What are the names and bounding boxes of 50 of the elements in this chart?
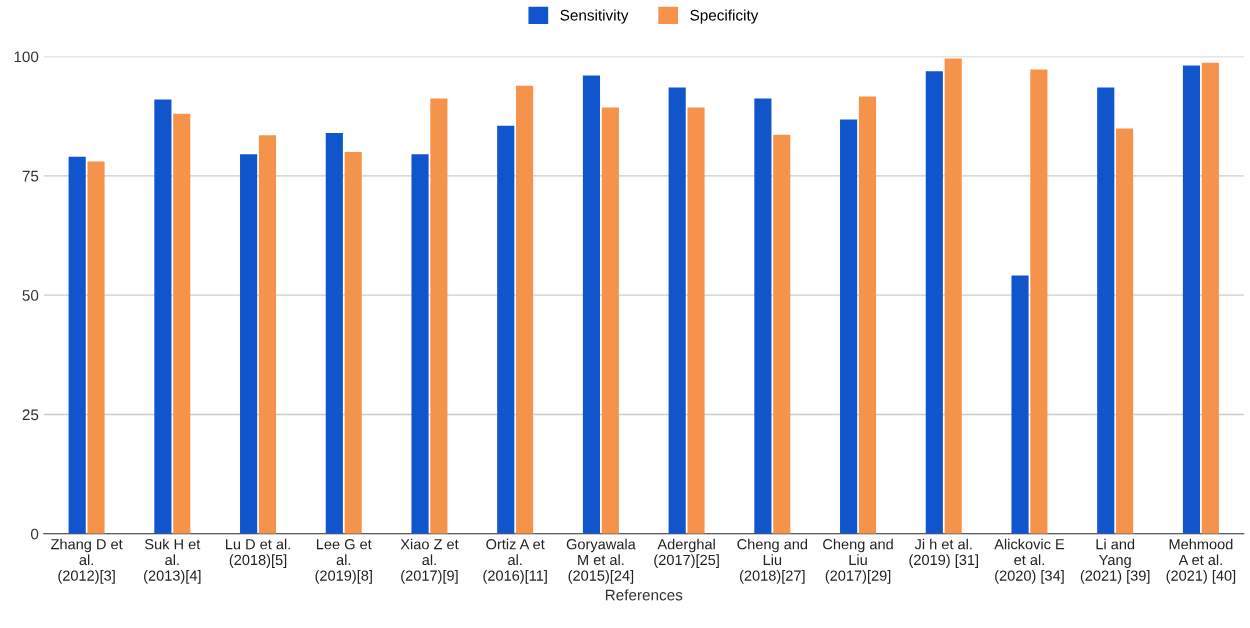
y-tick-label: 25 [22, 409, 39, 421]
bar [154, 99, 172, 534]
y-tick-label: 100 [14, 51, 39, 63]
bar [944, 58, 962, 534]
bar [601, 107, 619, 534]
x-tick-label: Goryawala M et al. (2015)[24] [566, 538, 636, 584]
bar [668, 87, 686, 534]
x-tick-label: Ortiz A et al. (2016)[11] [483, 538, 547, 584]
legend-label: Specificity [690, 9, 759, 24]
bar [325, 132, 343, 534]
x-tick-label: Alickovic E et al. (2020) [34] [994, 538, 1065, 584]
legend-label: Sensitivity [560, 9, 629, 24]
bar [87, 161, 105, 534]
x-tick-label: Mehmood A et al. (2021) [40] [1166, 538, 1236, 584]
x-tick-label: Lu D et al. (2018)[5] [226, 538, 290, 568]
bar [1011, 275, 1029, 534]
bar [773, 134, 791, 534]
x-tick-label: Cheng and Liu (2018)[27] [737, 538, 808, 584]
bar [582, 75, 601, 534]
bar [497, 125, 515, 534]
y-tick-label: 50 [22, 290, 39, 301]
bar [1182, 65, 1201, 534]
bar [1097, 87, 1115, 534]
x-tick-label: Ji h et al. (2019) [31] [909, 538, 978, 568]
bar [840, 119, 858, 534]
x-tick-label: Xiao Z et al. (2017)[9] [400, 538, 459, 584]
bar [430, 98, 448, 534]
bar [411, 154, 429, 534]
y-tick-label: 0 [30, 528, 39, 540]
bar [1116, 128, 1134, 534]
bar [344, 151, 362, 534]
bar [240, 154, 258, 534]
x-tick-label: Cheng and Liu (2017)[29] [823, 538, 893, 584]
bar [516, 85, 534, 534]
x-tick-label: Aderghal (2017)[25] [654, 538, 719, 568]
bar [687, 107, 705, 534]
x-axis-title: References [605, 589, 683, 601]
bar [858, 96, 877, 534]
bar [925, 71, 943, 534]
bar [173, 113, 191, 534]
bar [68, 156, 86, 534]
bar [754, 98, 772, 534]
bar [258, 135, 277, 534]
x-tick-label: Suk H et al. (2013)[4] [144, 538, 201, 584]
x-tick-label: Lee G et al. (2019)[8] [315, 539, 372, 584]
bar [1030, 69, 1048, 534]
bar [1201, 62, 1219, 534]
x-tick-label: Zhang D et al. (2012)[3] [51, 538, 123, 584]
y-tick-label: 75 [22, 170, 39, 182]
x-tick-label: Li and Yang (2021) [39] [1080, 538, 1150, 584]
